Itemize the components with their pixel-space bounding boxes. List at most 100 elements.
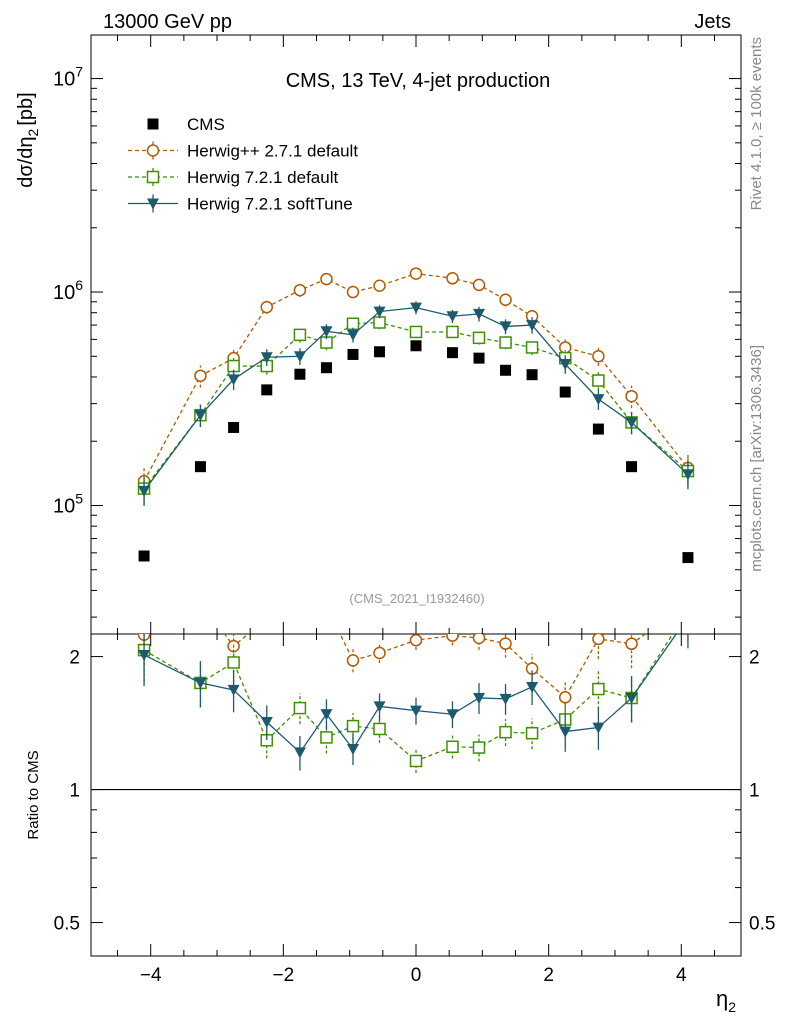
x-axis-label: η2 <box>716 986 736 1015</box>
data-point <box>446 347 458 359</box>
mc-point <box>320 326 333 338</box>
ratio-point <box>320 709 333 721</box>
data-point <box>320 362 332 374</box>
mc-point <box>559 359 572 371</box>
mc-point <box>346 317 360 331</box>
ratio-tick-label-right: 2 <box>749 648 760 669</box>
mc-point <box>472 278 486 292</box>
header-right: Jets <box>694 11 731 33</box>
main-series <box>137 267 695 564</box>
ratio-point <box>294 610 305 621</box>
ratio-point <box>472 741 486 754</box>
ratio-point <box>195 596 206 607</box>
data-point <box>194 461 206 473</box>
ratio-point <box>558 691 572 704</box>
mc-point <box>260 352 273 364</box>
ratio-point <box>409 634 423 647</box>
ratio-point <box>682 598 693 609</box>
y-tick-exponent: 5 <box>75 490 83 506</box>
ratio-point <box>346 719 360 733</box>
ratio-point <box>446 740 459 754</box>
y-tick-mantissa: 10 <box>53 282 75 304</box>
y-tick-exponent: 7 <box>75 64 83 80</box>
ratio-tick-label: 1 <box>69 781 80 802</box>
ratio-point <box>346 744 359 756</box>
mc-point <box>499 321 512 333</box>
ratio-point <box>446 709 459 721</box>
ratio-point <box>499 637 512 650</box>
ratio-point <box>526 681 539 693</box>
ratio-point <box>293 747 306 759</box>
mc-point <box>526 320 539 332</box>
data-point <box>626 461 638 473</box>
y-tick-mantissa: 10 <box>53 495 75 517</box>
mc-point <box>293 351 306 363</box>
data-point <box>500 364 512 376</box>
mc-point <box>410 302 422 314</box>
ratio-frame <box>90 633 742 957</box>
x-tick-label: −4 <box>140 965 162 986</box>
data-point <box>526 369 538 381</box>
ratio-tick-label-right: 0.5 <box>749 914 775 935</box>
data-point <box>682 552 694 564</box>
mc-point <box>625 417 638 429</box>
ratio-tick-label-right: 1 <box>749 781 760 802</box>
data-point <box>347 348 359 360</box>
mc-point <box>499 336 512 349</box>
mc-point <box>260 300 274 314</box>
mc-point <box>409 267 423 280</box>
y-label-sub: 2 <box>25 128 41 136</box>
ratio-point <box>499 725 512 739</box>
ratio-axis-ticks: −4 −2 0 2 4 0.5 0.5 1 1 2 2 <box>54 35 775 986</box>
mc-point <box>625 389 638 403</box>
mc-point <box>346 285 360 299</box>
ratio-point <box>446 634 459 642</box>
ratio-point <box>592 682 605 696</box>
mc-point <box>293 328 307 342</box>
legend: CMS Herwig++ 2.7.1 default Herwig 7.2.1 de… <box>128 115 358 214</box>
mc-point <box>194 410 207 422</box>
y-tick-label: 105 <box>53 490 83 517</box>
mc-point <box>194 369 207 383</box>
ratio-point <box>472 634 486 645</box>
mc-point <box>592 350 605 363</box>
ratio-point <box>261 613 272 624</box>
mc-point <box>592 394 605 406</box>
ratio-point <box>194 677 207 689</box>
ratio-point <box>227 684 240 696</box>
legend-marker <box>147 198 159 210</box>
ratio-point <box>373 701 386 713</box>
ratio-point <box>321 601 332 612</box>
mc-point <box>227 374 240 386</box>
mc-point <box>525 341 539 354</box>
y-tick-label: 107 <box>53 64 83 91</box>
y-tick-mantissa: 10 <box>53 69 75 91</box>
mc-point <box>446 272 459 285</box>
x-tick-label: 4 <box>676 965 687 986</box>
data-point <box>559 386 571 398</box>
mc-point <box>446 325 459 339</box>
header-left: 13000 GeV pp <box>103 11 232 33</box>
mc-point <box>472 331 486 345</box>
legend-marker <box>147 118 159 130</box>
mc-point <box>320 272 333 286</box>
ratio-point <box>592 722 605 734</box>
x-tick-label: 0 <box>411 965 422 986</box>
ratio-tick-label: 2 <box>69 648 80 669</box>
y-tick-exponent: 6 <box>75 277 83 293</box>
y-tick-label: 106 <box>53 277 83 304</box>
ratio-y-label: Ratio to CMS <box>25 750 42 839</box>
legend-label: Herwig 7.2.1 softTune <box>187 195 353 214</box>
ratio-point <box>373 646 386 660</box>
data-point <box>473 352 485 364</box>
legend-label: Herwig++ 2.7.1 default <box>187 142 358 161</box>
legend-label: CMS <box>187 115 225 134</box>
y-axis-label: dσ/dη2 [pb] <box>15 92 41 187</box>
ratio-point <box>293 701 307 715</box>
data-point <box>138 550 150 562</box>
ratio-point <box>260 716 273 728</box>
ratio-point <box>410 705 422 717</box>
chart-title: CMS, 13 TeV, 4-jet production <box>286 70 551 92</box>
mc-point <box>293 283 307 297</box>
